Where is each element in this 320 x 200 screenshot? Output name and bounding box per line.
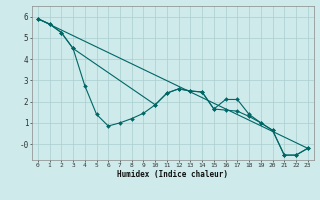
X-axis label: Humidex (Indice chaleur): Humidex (Indice chaleur) (117, 170, 228, 179)
